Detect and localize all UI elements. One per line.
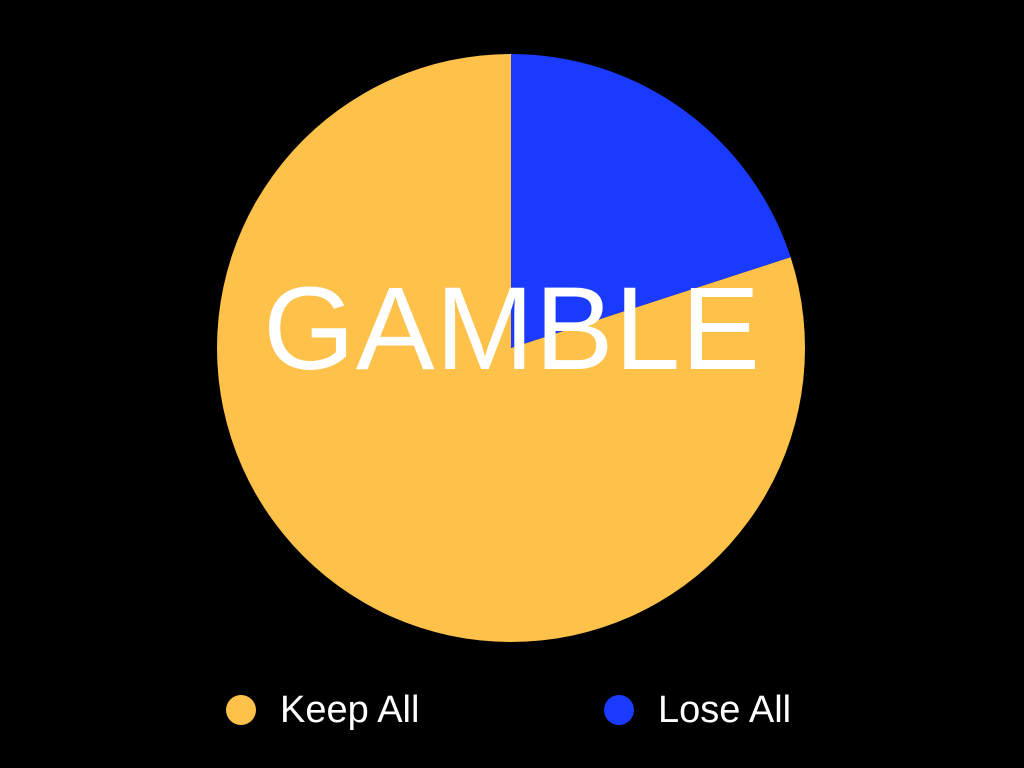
legend-label-keep-all: Keep All	[280, 689, 420, 731]
legend-label-lose-all: Lose All	[658, 689, 792, 731]
pie-slice-lose-all	[511, 53, 791, 348]
overlay-title: GAMBLE	[263, 263, 761, 395]
legend-item-keep-all: Keep All	[226, 688, 419, 732]
pie-slice-keep-all	[216, 54, 805, 642]
legend-swatch-keep-all	[226, 695, 256, 725]
legend-swatch-lose-all	[604, 695, 634, 725]
legend-item-lose-all: Lose All	[604, 688, 791, 732]
